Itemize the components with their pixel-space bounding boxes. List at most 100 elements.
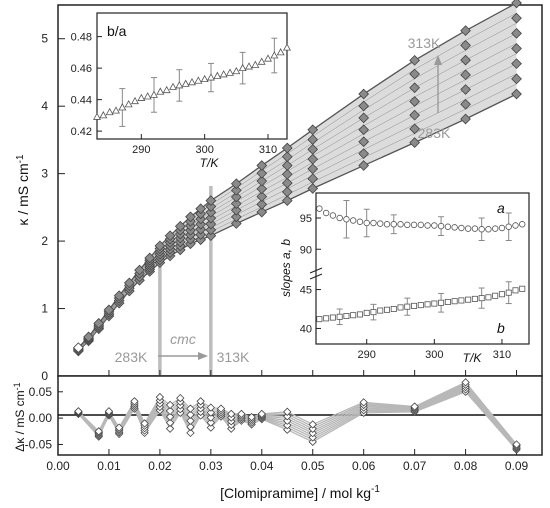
x-tick-label: 0.01 [97,459,121,473]
main-marker [103,304,115,316]
inset-slopes-axis-break [309,267,323,274]
main-marker [460,54,471,66]
inset-slopes-y-tick-label: 40 [300,323,312,335]
main-marker [409,68,420,80]
main-marker [460,113,471,125]
inset-slopes-point-a [349,217,357,224]
main-marker [409,54,420,66]
residual-marker [206,403,216,412]
residual-marker [257,409,266,419]
inset-ba-point [251,60,260,68]
main-marker [205,201,217,212]
inset-slopes-point-b [512,287,519,294]
main-marker [460,39,471,51]
inset-slopes-xlabel: T/K [463,351,483,365]
residual-marker [186,416,195,425]
residual-marker [308,437,317,446]
inset-slopes-point-a [505,223,512,230]
residual-marker [283,407,292,416]
residual-marker [237,409,246,419]
inset-slopes-point-a [417,221,425,229]
x-tick-label: 0.09 [505,459,529,473]
residual-marker [216,404,226,413]
inset-ba-xlabel: T/K [200,156,220,170]
residual-y-ticks: -0.05 0.00 0.05 [25,385,63,451]
main-marker [307,124,319,136]
main-marker [358,136,370,148]
inset-ba-point [143,92,152,100]
x-tick-label: 0.05 [301,459,325,473]
inset-ba-frame [96,12,288,140]
residual-y-axis-title: Δκ / mS cm-1 [12,382,27,451]
main-series-line [78,73,517,351]
main-marker [281,160,293,171]
x-axis-ticks: 0.00 0.01 0.02 0.03 0.04 0.05 0.06 0.07 0.08 0.09 [46,370,529,473]
inset-ba-point [169,82,177,90]
main-marker [358,100,370,112]
main-markers [73,0,522,357]
main-marker [511,43,522,54]
main-marker [281,168,293,180]
main-marker [174,220,186,232]
residual-marker [94,427,103,436]
annotation-283k-top: 283K [418,125,451,141]
main-marker [256,183,268,195]
inset-slopes-point-b [377,307,384,314]
x-tick-label: 0.06 [352,459,376,473]
main-marker [409,82,420,94]
inset-ba-point [131,96,139,105]
inset-slopes-point-a [498,224,506,232]
inset-slopes-point-b [438,299,445,306]
inset-slopes-point-b [431,300,438,307]
inset-ba-point [93,112,101,120]
inset-slopes-point-a [458,224,465,232]
residual-marker [186,404,195,413]
inset-slopes-point-a [329,212,337,219]
inset-slopes-point-b [505,289,512,296]
inset-slopes-series-b-label: b [497,320,505,336]
main-marker [358,112,370,124]
inset-ba-point [238,63,247,72]
residual-marker [186,428,195,438]
main-marker [144,252,156,264]
main-marker [256,206,268,218]
main-marker [511,27,522,39]
inset-slopes-point-a [343,216,350,223]
inset-ba-point [264,54,272,62]
main-marker [460,98,471,110]
inset-slopes-point-a [437,222,445,230]
inset-slopes-point-a [471,225,479,232]
inset-ba-point [150,90,158,98]
residual-marker [512,440,521,449]
main-marker [230,198,242,210]
inset-slopes-point-b [471,295,478,302]
inset-ba-x-tick-label: 300 [195,144,213,156]
main-marker [281,142,293,154]
inset-ba-x-tick-label: 310 [259,144,277,156]
main-band-area [78,2,517,352]
residual-marker [461,378,470,387]
inset-slopes-point-b [397,304,404,311]
main-marker [409,137,420,148]
main-marker [511,88,522,100]
residual-marker [283,412,292,421]
main-marker [460,84,471,95]
residual-marker [196,397,205,406]
inset-slopes-point-b [444,298,451,305]
inset-ba-title: b/a [107,23,127,39]
main-marker [230,211,242,223]
residual-marker [176,393,185,403]
annotation-arrowhead-top [434,55,442,65]
inset-slopes-point-a [519,221,526,228]
main-marker [358,88,370,100]
annotation-283k-bottom: 283K [115,349,148,365]
main-marker [123,277,135,289]
residual-marker [165,400,175,410]
main-marker [511,12,522,24]
main-conductivity-band [77,2,517,352]
inset-slopes-point-a [410,221,418,229]
main-marker [205,218,217,230]
main-marker [205,230,217,242]
inset-ba-point [156,87,165,95]
residual-marker [227,409,236,419]
